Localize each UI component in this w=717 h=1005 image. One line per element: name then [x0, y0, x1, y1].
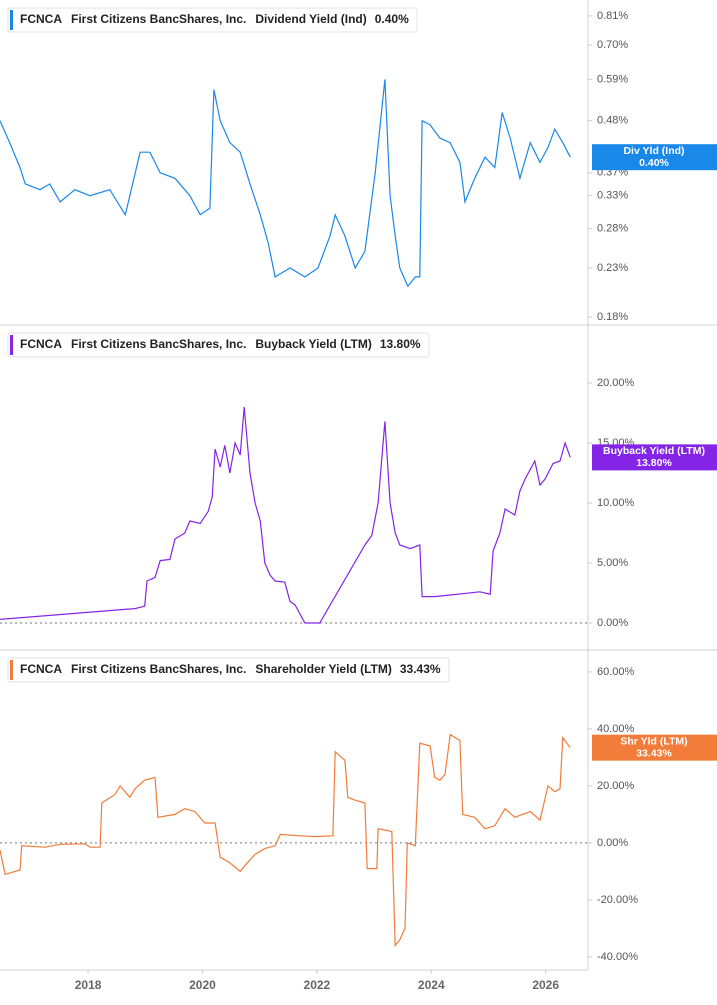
line-series — [0, 79, 571, 288]
legend-swatch — [10, 10, 13, 30]
legend-item: Dividend Yield (Ind) — [255, 12, 366, 26]
legend: FCNCA First Citizens BancShares, Inc. Shar… — [7, 657, 450, 683]
last-value-box — [592, 144, 717, 171]
y-tick-label: 0.00% — [597, 617, 628, 629]
last-value-name: Div Yld (Ind) — [623, 145, 684, 157]
y-tick-label: 0.33% — [597, 190, 628, 202]
line-series — [0, 733, 571, 948]
y-tick-label: 60.00% — [597, 666, 635, 678]
y-tick-label: 0.28% — [597, 223, 628, 235]
y-tick-label: 0.48% — [597, 115, 628, 127]
legend-item: FCNCA — [20, 337, 62, 351]
last-value-box — [592, 444, 717, 471]
y-tick-label: -40.00% — [597, 951, 638, 963]
y-tick-label: 20.00% — [597, 377, 635, 389]
last-value-label: 13.80% — [636, 457, 672, 469]
legend-item: Buyback Yield (LTM) — [255, 337, 371, 351]
y-tick-label: 40.00% — [597, 723, 635, 735]
legend-text: FCNCA First Citizens BancShares, Inc. Shar… — [20, 662, 441, 676]
x-tick-label: 2020 — [189, 978, 216, 992]
legend-text: FCNCA First Citizens BancShares, Inc. Divi… — [20, 12, 409, 26]
legend-item: 13.80% — [380, 337, 421, 351]
y-tick-label: 0.18% — [597, 311, 628, 323]
legend-item: Shareholder Yield (LTM) — [255, 662, 391, 676]
legend-box — [7, 7, 418, 33]
y-tick-label: -20.00% — [597, 894, 638, 906]
x-tick-label: 2026 — [532, 978, 559, 992]
y-tick-label: 0.59% — [597, 73, 628, 85]
y-tick-label: 10.00% — [597, 497, 635, 509]
y-tick-label: 5.00% — [597, 557, 628, 569]
last-value-label: 0.40% — [639, 157, 669, 169]
last-value-name: Buyback Yield (LTM) — [603, 445, 705, 457]
x-tick-label: 2018 — [75, 978, 102, 992]
legend-item: FCNCA — [20, 12, 62, 26]
legend-swatch — [10, 335, 13, 355]
legend-box — [7, 657, 450, 683]
legend: FCNCA First Citizens BancShares, Inc. Divi… — [7, 7, 418, 33]
x-tick-label: 2022 — [304, 978, 331, 992]
y-tick-label: 0.00% — [597, 837, 628, 849]
x-tick-label: 2024 — [418, 978, 445, 992]
legend-item: 33.43% — [400, 662, 441, 676]
last-value-name: Shr Yld (LTM) — [620, 735, 687, 747]
y-tick-label: 0.81% — [597, 10, 628, 22]
y-tick-label: 0.23% — [597, 262, 628, 274]
legend-box — [7, 332, 430, 358]
legend-swatch — [10, 660, 13, 680]
legend-item: FCNCA — [20, 662, 62, 676]
legend-item: First Citizens BancShares, Inc. — [71, 337, 246, 351]
legend-text: FCNCA First Citizens BancShares, Inc. Buyb… — [20, 337, 421, 351]
y-tick-label: 20.00% — [597, 780, 635, 792]
y-tick-label: 0.70% — [597, 39, 628, 51]
line-series — [0, 406, 571, 624]
legend: FCNCA First Citizens BancShares, Inc. Buyb… — [7, 332, 430, 358]
last-value-label: 33.43% — [636, 747, 672, 759]
legend-item: First Citizens BancShares, Inc. — [71, 12, 246, 26]
legend-item: First Citizens BancShares, Inc. — [71, 662, 246, 676]
legend-item: 0.40% — [375, 12, 409, 26]
last-value-box — [592, 734, 717, 761]
